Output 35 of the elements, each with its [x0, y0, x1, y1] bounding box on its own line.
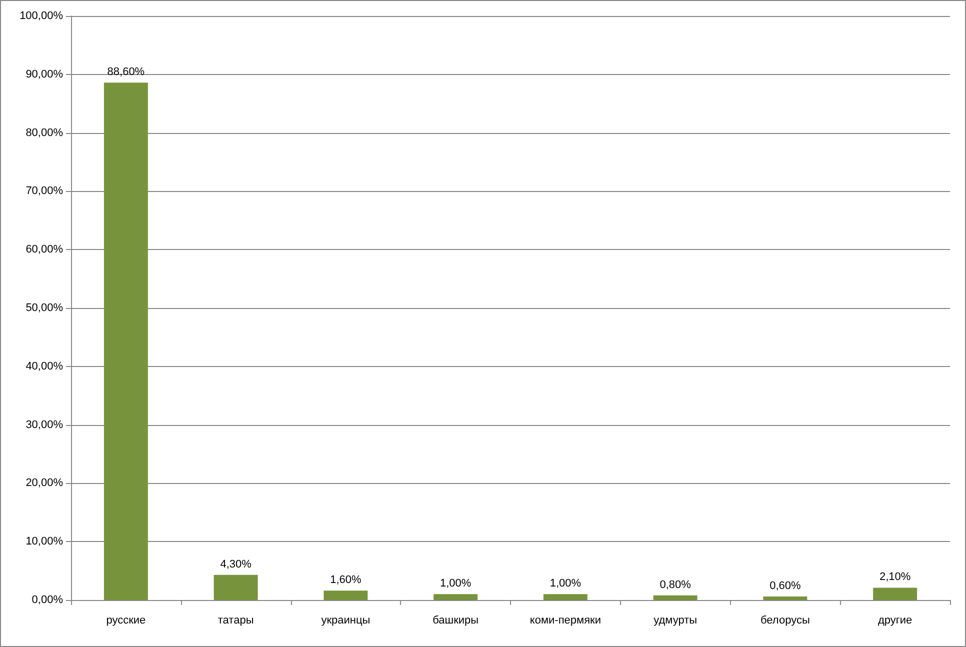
y-tick-label: 0,00%	[32, 594, 64, 606]
y-tick-label: 60,00%	[26, 244, 64, 256]
bar	[434, 594, 478, 600]
x-tick-label: татары	[218, 614, 254, 626]
y-tick-label: 80,00%	[26, 126, 64, 139]
x-tick-label: украинцы	[321, 614, 370, 626]
bar	[104, 82, 148, 600]
x-tick-label: русские	[106, 614, 146, 626]
data-label: 1,00%	[550, 578, 582, 590]
bar	[324, 590, 368, 600]
bar	[214, 574, 258, 600]
y-tick-label: 10,00%	[26, 536, 64, 548]
x-tick-label: белорусы	[760, 614, 810, 626]
y-tick-label: 30,00%	[26, 418, 64, 431]
x-tick-label: другие	[878, 614, 912, 626]
x-tick-label: удмурты	[654, 614, 698, 626]
data-label: 1,00%	[440, 578, 472, 590]
bar	[873, 588, 918, 600]
data-label: 1,60%	[330, 574, 362, 586]
bar	[653, 595, 698, 600]
y-tick-label: 90,00%	[26, 68, 64, 80]
y-tick-label: 50,00%	[26, 302, 64, 314]
y-tick-label: 20,00%	[26, 477, 64, 490]
data-label: 88,60%	[107, 66, 145, 78]
data-label: 2,10%	[879, 571, 911, 584]
bar	[543, 594, 588, 600]
x-tick-label: коми-пермяки	[530, 614, 601, 626]
x-tick-label: башкиры	[432, 614, 479, 626]
data-label: 0,60%	[770, 580, 801, 592]
data-label: 0,80%	[660, 578, 692, 591]
y-tick-label: 40,00%	[26, 360, 64, 372]
y-tick-label: 100,00%	[20, 10, 64, 22]
bar	[763, 596, 808, 600]
data-label: 4,30%	[220, 558, 252, 570]
y-tick-label: 70,00%	[26, 185, 64, 198]
